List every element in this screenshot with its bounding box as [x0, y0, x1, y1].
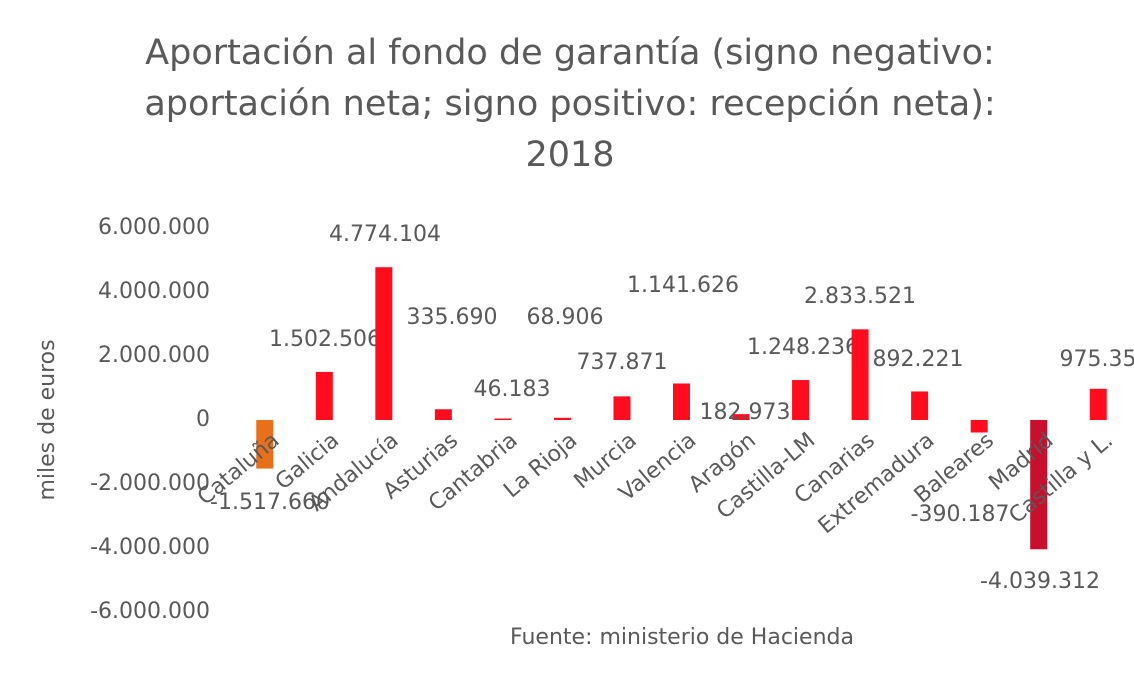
bar [434, 409, 452, 420]
y-tick-label: 0 [196, 407, 210, 432]
bar [911, 391, 929, 420]
value-label: 975.35 [1060, 347, 1134, 372]
source-note: Fuente: ministerio de Hacienda [510, 625, 854, 650]
bar [256, 420, 274, 469]
bar [315, 371, 333, 420]
y-tick-label: -2.000.000 [90, 471, 210, 496]
y-tick-label: 2.000.000 [98, 343, 210, 368]
value-label: 737.871 [577, 350, 668, 375]
bar [792, 380, 810, 420]
value-label: 892.221 [873, 347, 964, 372]
value-label: 335.690 [407, 305, 498, 330]
value-label: -1.517.660 [210, 490, 330, 515]
value-label: 1.502.506 [269, 327, 381, 352]
value-label: 4.774.104 [329, 222, 441, 247]
x-tick-label: Castilla y L. [1005, 428, 1118, 529]
bar [970, 420, 988, 433]
y-tick-label: -4.000.000 [90, 535, 210, 560]
value-label: 46.183 [474, 377, 551, 402]
value-label: -4.039.312 [980, 569, 1100, 594]
bar [613, 396, 631, 420]
chart-title: Aportación al fondo de garantía (signo n… [144, 33, 996, 175]
value-label: 182.973 [700, 400, 791, 425]
y-tick-label: -6.000.000 [90, 599, 210, 624]
value-label: 1.141.626 [627, 273, 739, 298]
bar [732, 414, 750, 420]
bar [1089, 388, 1107, 420]
value-label: 68.906 [527, 305, 604, 330]
bar [673, 383, 690, 420]
bar [553, 417, 571, 420]
bar [375, 267, 393, 420]
bar [1030, 420, 1048, 550]
value-label: 2.833.521 [804, 284, 916, 309]
y-tick-label: 6.000.000 [98, 215, 210, 240]
value-label: -390.187 [911, 502, 1010, 527]
bar [851, 329, 869, 420]
bar [494, 418, 512, 420]
y-tick-label: 4.000.000 [98, 279, 210, 304]
y-axis-title: miles de euros [35, 339, 60, 500]
value-label: 1.248.236 [747, 335, 859, 360]
